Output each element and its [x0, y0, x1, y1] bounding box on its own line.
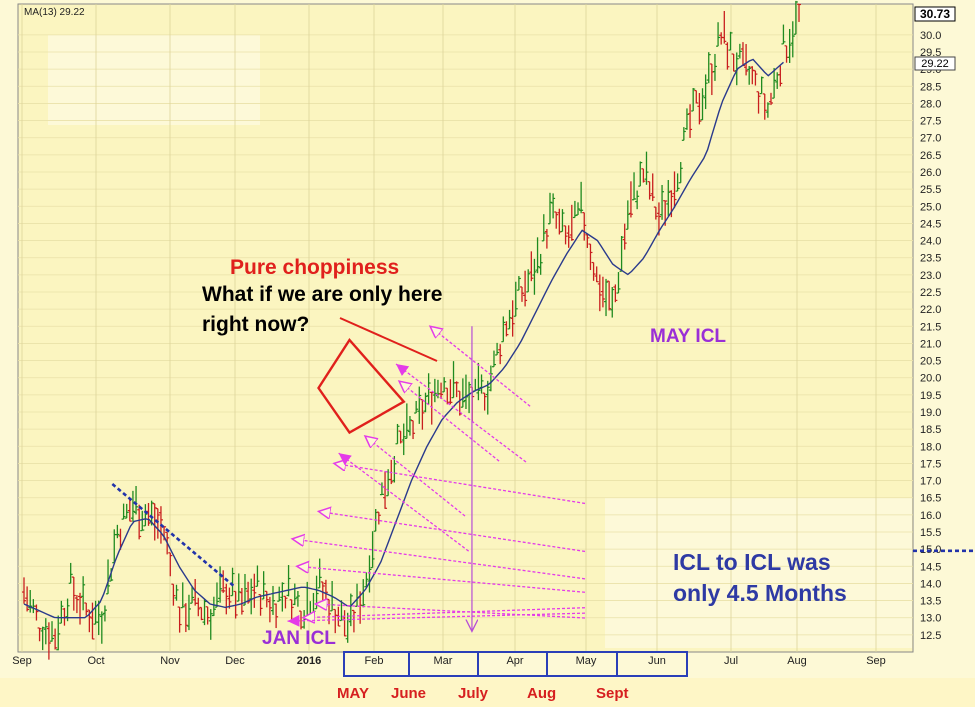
y-tick-label: 18.5 [920, 424, 941, 436]
x-tick-label: 2016 [297, 655, 321, 667]
magenta-arrow [395, 363, 527, 463]
y-tick-label: 14.5 [920, 561, 941, 573]
magenta-arrow [297, 566, 586, 593]
what-if-line1: What if we are only here [202, 283, 443, 306]
month-box-label: MAY [337, 685, 369, 702]
ma-price-tag [914, 56, 956, 71]
y-tick-label: 25.5 [920, 184, 941, 196]
month-box [616, 651, 688, 677]
what-if-line2: right now? [202, 313, 310, 336]
bottom-strip [0, 678, 975, 707]
y-tick-label: 21.0 [920, 338, 941, 350]
magenta-arrow [338, 452, 470, 552]
y-tick-label: 25.0 [920, 201, 941, 213]
x-tick-label: Jul [724, 655, 738, 667]
y-tick-label: 12.5 [920, 630, 941, 642]
y-tick-label: 16.0 [920, 510, 941, 522]
jan-icl-label: JAN ICL [262, 628, 336, 649]
x-tick-label: Dec [225, 655, 245, 667]
y-tick-label: 21.5 [920, 321, 941, 333]
y-tick-label: 13.0 [920, 613, 941, 625]
y-tick-label: 27.0 [920, 133, 941, 145]
y-tick-label: 19.5 [920, 390, 941, 402]
magenta-arrow [365, 436, 466, 517]
x-tick-label: Nov [160, 655, 180, 667]
y-tick-label: 17.0 [920, 476, 941, 488]
x-tick-label: Feb [365, 655, 384, 667]
y-tick-label: 20.0 [920, 373, 941, 385]
x-tick-label: Sep [12, 655, 32, 667]
x-tick-label: Apr [506, 655, 523, 667]
x-tick-label: Mar [434, 655, 453, 667]
y-tick-label: 13.5 [920, 596, 941, 608]
y-tick-label: 18.0 [920, 441, 941, 453]
month-box-label: June [391, 685, 427, 702]
pure-choppiness-label: Pure choppiness [230, 256, 400, 279]
x-tick-label: May [576, 655, 597, 667]
y-tick-label: 20.5 [920, 356, 941, 368]
y-tick-label: 26.0 [920, 167, 941, 179]
y-tick-label: 24.0 [920, 236, 941, 248]
x-tick-label: Oct [87, 655, 104, 667]
y-tick-label: 16.5 [920, 493, 941, 505]
x-tick-label: Sep [866, 655, 886, 667]
last-price-tag [914, 6, 956, 22]
icl-note-line1: ICL to ICL was [673, 549, 831, 575]
y-tick-label: 24.5 [920, 218, 941, 230]
magenta-arrow [292, 539, 586, 580]
may-icl-label: MAY ICL [650, 326, 727, 347]
magenta-arrow [430, 326, 531, 407]
y-tick-label: 19.0 [920, 407, 941, 419]
x-tick-label: Jun [648, 655, 666, 667]
y-tick-label: 15.5 [920, 527, 941, 539]
note-panel [605, 498, 912, 648]
y-tick-label: 27.5 [920, 116, 941, 128]
y-tick-label: 28.5 [920, 81, 941, 93]
ma-line [23, 58, 784, 619]
y-tick-label: 29.5 [920, 47, 941, 59]
y-tick-label: 22.0 [920, 304, 941, 316]
magenta-arrow [303, 607, 586, 618]
y-tick-label: 26.5 [920, 150, 941, 162]
legend-panel [48, 35, 260, 125]
y-tick-label: 23.0 [920, 270, 941, 282]
last-price-value: 30.73 [920, 7, 950, 21]
month-box-label: Aug [527, 685, 557, 702]
ma-legend: MA(13) 29.22 [24, 7, 85, 18]
choppiness-diamond [317, 338, 406, 435]
y-tick-label: 14.0 [920, 578, 941, 590]
month-box-label: Sept [596, 685, 629, 702]
month-box-label: July [458, 685, 489, 702]
y-tick-label: 23.5 [920, 253, 941, 265]
pointer-line [339, 317, 438, 362]
x-tick-label: Aug [787, 655, 807, 667]
y-tick-label: 22.5 [920, 287, 941, 299]
dotted-trendline [111, 483, 236, 588]
icl-note-line2: only 4.5 Months [673, 580, 847, 606]
magenta-arrow [399, 381, 500, 462]
y-tick-label: 28.0 [920, 98, 941, 110]
y-tick-label: 30.0 [920, 30, 941, 42]
ma-price-value: 29.22 [921, 58, 949, 70]
magenta-arrow [334, 463, 586, 505]
y-tick-label: 17.5 [920, 458, 941, 470]
